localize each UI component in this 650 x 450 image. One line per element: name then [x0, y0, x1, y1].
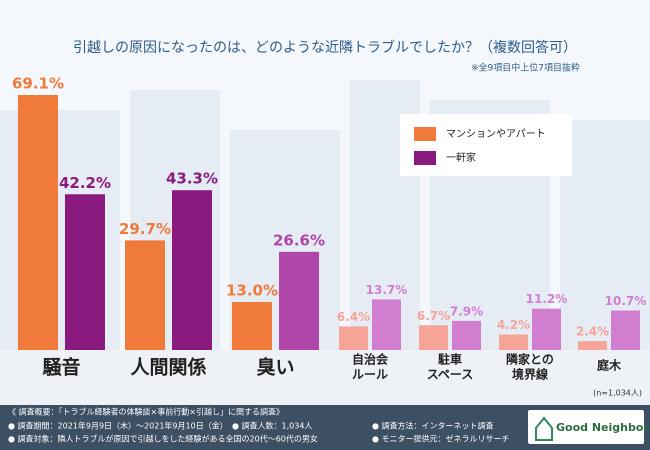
value-label: 29.7%: [119, 220, 171, 238]
bar: [172, 190, 212, 350]
logo-box: [528, 410, 644, 444]
value-label: 4.2%: [497, 318, 530, 332]
bar: [232, 302, 272, 350]
bar: [611, 310, 640, 350]
category-label: 境界線: [512, 367, 548, 382]
footer-item: ● 調査人数：1,034人: [232, 421, 312, 431]
footer-item: ● 調査期間：2021年9月9日（木）〜2021年9月10日（金）: [8, 421, 228, 431]
logo-icon: [535, 416, 553, 441]
value-label: 6.7%: [417, 309, 450, 323]
bar: [125, 240, 165, 350]
legend-swatch: [414, 127, 436, 141]
value-label: 26.6%: [273, 231, 325, 249]
legend-label: 一軒家: [446, 151, 476, 164]
category-label: 駐車: [438, 352, 462, 367]
category-label: 騒音: [42, 356, 80, 379]
value-label: 6.4%: [337, 310, 370, 324]
bar: [419, 325, 448, 350]
bar: [65, 194, 105, 350]
value-label: 69.1%: [12, 75, 64, 93]
bar: [372, 299, 401, 350]
footer-item: ● 調査方法：インターネット調査: [372, 421, 494, 431]
legend-swatch: [414, 151, 436, 165]
bar: [499, 334, 528, 350]
value-label: 11.2%: [526, 292, 568, 306]
sample-note: (n=1,034人): [593, 389, 642, 398]
bar: [339, 326, 368, 350]
footer-item: ● 調査対象：隣人トラブルが原因で引越しをした経験がある全国の20代〜60代の男…: [8, 434, 318, 444]
bar: [279, 251, 319, 350]
category-label: スペース: [427, 368, 474, 382]
footer-heading: 《 調査概要：「トラブル経験者の体験談×事前行動×引越し」に関する調査》: [8, 407, 284, 417]
value-label: 2.4%: [576, 325, 609, 339]
value-label: 13.7%: [366, 283, 408, 297]
bar: [18, 95, 58, 350]
value-label: 43.3%: [166, 170, 218, 188]
value-label: 10.7%: [605, 294, 647, 308]
category-label: ルール: [352, 368, 388, 382]
bar: [532, 308, 561, 350]
ground: [0, 350, 650, 405]
legend-box: [400, 114, 572, 176]
value-label: 13.0%: [226, 282, 278, 300]
category-label: 隣家との: [506, 352, 554, 367]
category-label: 庭木: [597, 358, 622, 373]
chart-title: 引越しの原因になったのは、どのような近隣トラブルでしたか？（複数回答可）: [73, 39, 577, 56]
legend-label: マンションやアパート: [446, 128, 546, 140]
chart-subtitle: ※全9項目中上位7項目抜粋: [471, 62, 580, 74]
logo-text: Good Neighbor: [556, 421, 649, 434]
bar: [452, 320, 481, 350]
bar: [578, 341, 607, 350]
category-label: 自治会: [352, 352, 389, 367]
value-label: 7.9%: [450, 304, 483, 318]
footer-item: ● モニター提供元：ゼネラルリサーチ: [372, 434, 510, 444]
category-label: 人間関係: [130, 356, 206, 379]
value-label: 42.2%: [59, 174, 111, 192]
category-label: 臭い: [256, 356, 294, 379]
